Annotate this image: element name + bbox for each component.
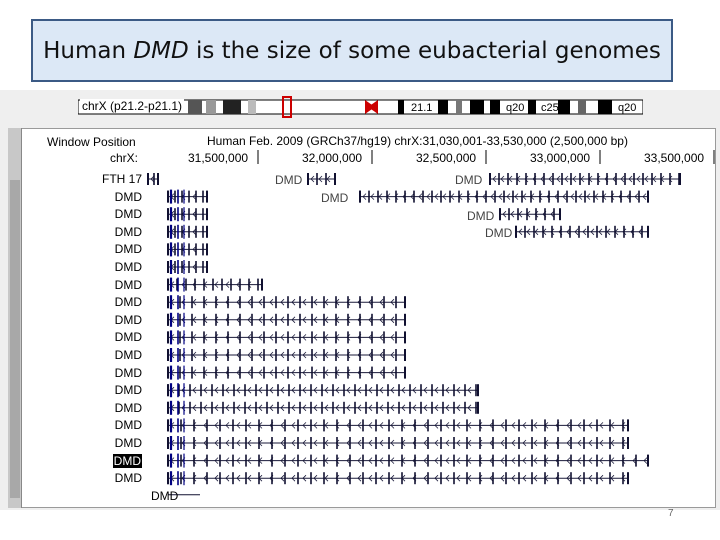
- ideogram-band: [438, 100, 448, 114]
- inline-gene-label: DMD: [455, 173, 483, 187]
- track-row-label[interactable]: DMD: [114, 224, 142, 239]
- chromosome-ideogram[interactable]: 21.1 q20 c25 q20: [78, 96, 643, 118]
- slide-title: Human DMD is the size of some eubacteria…: [43, 38, 661, 64]
- title-gene: DMD: [133, 37, 189, 64]
- inline-gene-label: DMD: [467, 209, 495, 223]
- ideogram-band: [528, 100, 536, 114]
- band-label: q20: [618, 102, 636, 114]
- inline-gene-label: DMD: [321, 191, 349, 205]
- ideogram-band: [188, 100, 202, 114]
- track-row-label[interactable]: DMD: [114, 365, 142, 380]
- ideogram-band: [578, 100, 586, 114]
- track-row-label[interactable]: DMD: [112, 453, 142, 468]
- track-row-label[interactable]: FTH 17: [101, 172, 142, 186]
- track-row-label[interactable]: DMD: [114, 383, 142, 398]
- inline-gene-label: DMD: [151, 489, 179, 503]
- track-row-label[interactable]: DMD: [114, 189, 142, 204]
- chr-label: chrX:: [110, 151, 139, 165]
- ideogram-band: [598, 100, 612, 114]
- track-row-label[interactable]: DMD: [114, 242, 142, 257]
- track-panel[interactable]: [8, 128, 716, 508]
- title-prefix: Human: [43, 37, 134, 64]
- track-row-label[interactable]: DMD: [114, 277, 142, 292]
- ideogram-band: [470, 100, 484, 114]
- ideogram-label: chrX (p21.2-p21.1): [80, 99, 185, 113]
- ruler-tick-label: 31,500,000: [188, 151, 249, 165]
- ideogram-band: [248, 100, 256, 114]
- track-row-label[interactable]: DMD: [114, 436, 142, 450]
- track-row-label[interactable]: DMD: [114, 207, 142, 222]
- slide-title-box: Human DMD is the size of some eubacteria…: [31, 19, 673, 82]
- track-gutter-handle[interactable]: [10, 180, 20, 498]
- ideogram-band: [456, 100, 462, 114]
- ideogram-position-marker: [282, 96, 292, 118]
- ruler-tick-label: 33,000,000: [530, 151, 591, 165]
- assembly-position-text: Human Feb. 2009 (GRCh37/hg19) chrX:31,03…: [207, 134, 628, 148]
- band-label: c25: [541, 102, 559, 114]
- track-row-label[interactable]: DMD: [114, 330, 142, 345]
- track-row-label[interactable]: DMD: [114, 312, 142, 327]
- ruler-tick-label: 32,000,000: [302, 151, 363, 165]
- title-suffix: is the size of some eubacterial genomes: [188, 37, 661, 64]
- band-label: q20: [506, 102, 524, 114]
- ideogram-band: [398, 100, 404, 114]
- band-label: 21.1: [411, 102, 432, 114]
- ideogram-band: [223, 100, 241, 114]
- inline-gene-label: DMD: [485, 226, 513, 240]
- window-position-label: Window Position: [47, 135, 136, 149]
- inline-gene-label: DMD: [275, 173, 303, 187]
- ruler-tick-label: 33,500,000: [644, 151, 705, 165]
- ideogram-band: [558, 100, 570, 114]
- ideogram-band: [490, 100, 500, 114]
- track-row-label[interactable]: DMD: [114, 400, 142, 415]
- ruler-tick-label: 32,500,000: [416, 151, 477, 165]
- page-number: 7: [668, 508, 674, 519]
- track-row-label[interactable]: DMD: [114, 348, 142, 362]
- track-row-label[interactable]: DMD: [114, 260, 142, 274]
- track-row-label[interactable]: DMD: [114, 418, 142, 433]
- ideogram-band: [206, 100, 216, 114]
- track-row-label[interactable]: DMD: [114, 295, 142, 310]
- track-row-label[interactable]: DMD: [114, 471, 142, 486]
